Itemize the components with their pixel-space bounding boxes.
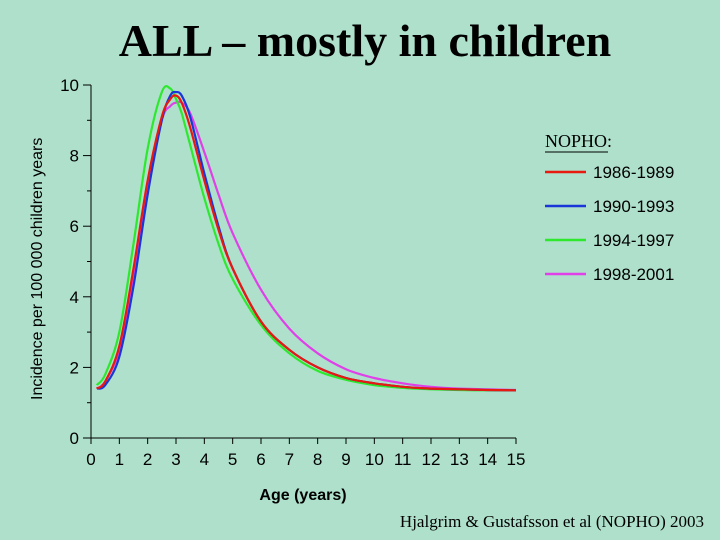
legend-label-1994-1997: 1994-1997 <box>593 231 674 250</box>
x-tick-label: 8 <box>313 450 322 469</box>
y-tick-label: 6 <box>70 217 79 236</box>
slide-title: ALL – mostly in children <box>118 15 612 66</box>
x-tick-label: 12 <box>422 450 441 469</box>
y-tick-label: 2 <box>70 358 79 377</box>
x-tick-label: 4 <box>200 450 209 469</box>
x-tick-label: 6 <box>256 450 265 469</box>
legend-label-1990-1993: 1990-1993 <box>593 197 674 216</box>
x-tick-label: 10 <box>365 450 384 469</box>
citation-text: Hjalgrim & Gustafsson et al (NOPHO) 2003 <box>399 512 704 531</box>
y-tick-label: 10 <box>60 76 79 95</box>
y-tick-label: 0 <box>70 429 79 448</box>
legend-label-1986-1989: 1986-1989 <box>593 163 674 182</box>
x-tick-label: 13 <box>450 450 469 469</box>
series-line-1998-2001 <box>95 100 517 392</box>
x-tick-label: 9 <box>341 450 350 469</box>
x-tick-label: 1 <box>115 450 124 469</box>
legend-label-1998-2001: 1998-2001 <box>593 265 674 284</box>
y-tick-label: 4 <box>70 288 79 307</box>
x-tick-label: 3 <box>171 450 180 469</box>
x-tick-label: 2 <box>143 450 152 469</box>
chart-series <box>95 85 517 392</box>
x-axis-label: Age (years) <box>259 487 346 504</box>
x-tick-label: 14 <box>478 450 497 469</box>
y-tick-label: 8 <box>70 147 79 166</box>
x-tick-label: 15 <box>507 450 526 469</box>
chart-legend: NOPHO: 1986-1989 1990-1993 1994-1997 1998-2… <box>545 131 674 284</box>
x-tick-label: 0 <box>86 450 95 469</box>
y-axis-label: Incidence per 100 000 children years <box>29 138 46 400</box>
x-tick-label: 7 <box>285 450 294 469</box>
x-tick-label: 11 <box>394 450 412 469</box>
legend-title: NOPHO: <box>545 131 612 151</box>
x-tick-label: 5 <box>228 450 237 469</box>
series-line-1986-1989 <box>95 94 517 392</box>
